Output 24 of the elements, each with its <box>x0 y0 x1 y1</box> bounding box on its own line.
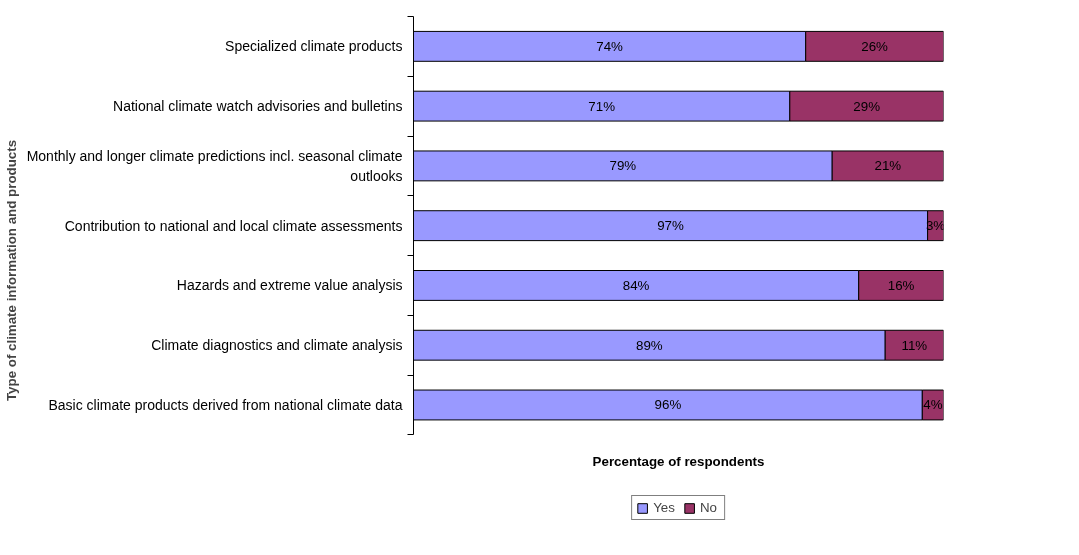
y-tick-label: Climate diagnostics and climate analysis <box>151 337 403 354</box>
data-label: 97% <box>657 218 685 234</box>
y-tick-label: Specialized climate products <box>225 38 403 55</box>
data-label: 4% <box>923 397 943 413</box>
y-tick-label: Monthly and longer climate predictions incl. seasonal climate outlooks <box>26 148 403 184</box>
data-label: 74% <box>596 38 624 54</box>
data-label: 29% <box>853 98 881 114</box>
data-label: 84% <box>622 277 650 293</box>
y-axis-title: Type of climate information and products <box>3 139 19 402</box>
data-label: 21% <box>874 158 902 174</box>
data-label: 16% <box>887 277 915 293</box>
y-tick-label: Basic climate products derived from national climate data <box>48 396 403 413</box>
data-label: 89% <box>636 337 663 353</box>
y-tick-label: National climate watch advisories and bulletins <box>113 98 403 115</box>
data-label: 71% <box>588 98 616 114</box>
y-tick-label: Hazards and extreme value analysis <box>176 277 403 294</box>
data-label: 96% <box>654 397 682 413</box>
legend-label: Yes <box>653 500 675 515</box>
legend-label: No <box>699 500 718 515</box>
data-label: 79% <box>609 158 637 174</box>
data-label: 11% <box>901 337 928 353</box>
y-tick-label: Contribution to national and local climate assessments <box>64 217 403 234</box>
data-label: 26% <box>861 38 889 54</box>
x-axis-title: Percentage of respondents <box>592 454 765 470</box>
